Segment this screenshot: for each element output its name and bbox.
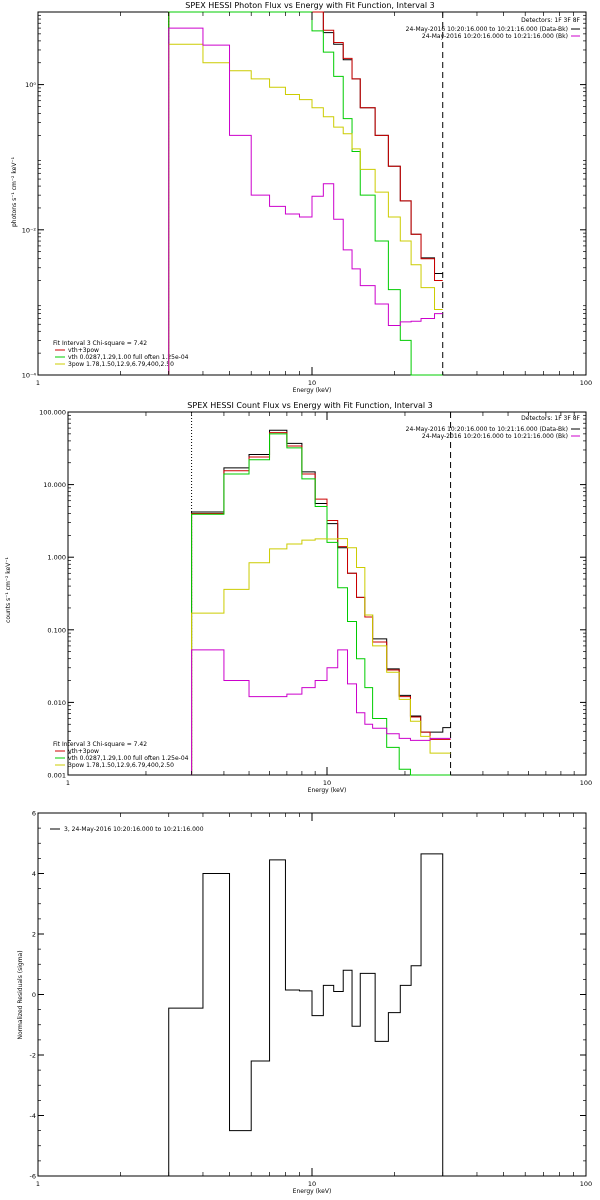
y-tick-label: 10⁻² bbox=[22, 226, 37, 234]
count-flux-plot-frame bbox=[67, 411, 587, 776]
bk-series-line bbox=[168, 27, 443, 375]
x-tick-label: 1 bbox=[66, 779, 70, 787]
photon-flux-series bbox=[168, 11, 443, 376]
x-tick-label: 100 bbox=[580, 379, 592, 387]
count-flux-x-axis: 1 10 100 bbox=[66, 412, 592, 787]
count-flux-x-label: Energy (keV) bbox=[308, 787, 347, 794]
y-tick-label: 100.000 bbox=[39, 409, 66, 417]
x-tick-label: 100 bbox=[580, 779, 592, 787]
photon-flux-fit-header: Fit Interval 3 Chi-square = 7.42 bbox=[53, 340, 147, 347]
count-flux-fit-range-lines bbox=[191, 412, 452, 775]
vth-3pow-series-line bbox=[168, 11, 443, 375]
y-tick-label: 6 bbox=[32, 810, 36, 818]
fit-legend-label: 3pow 1.78,1.50,12.9,6.79,400,2.50 bbox=[68, 361, 174, 368]
photon-flux-plot-frame bbox=[37, 11, 587, 376]
y-tick-label: 4 bbox=[32, 870, 36, 878]
photon-flux-y-axis: 10⁻⁴10⁻²10⁰10²10⁴ bbox=[22, 14, 586, 380]
legend-label: 24-May-2016 10:20:16.000 to 10:21:16.000… bbox=[422, 433, 568, 440]
count-flux-series bbox=[191, 429, 451, 776]
y-tick-label: 10⁻⁴ bbox=[22, 372, 37, 380]
y-tick-label: 2 bbox=[32, 931, 36, 939]
count-flux-detectors: Detectors: 1F 3F 8F bbox=[521, 415, 580, 422]
residuals-x-label: Energy (keV) bbox=[293, 1188, 332, 1195]
legend-label: 24-May-2016 10:20:16.000 to 10:21:16.000… bbox=[422, 33, 568, 40]
residuals-legend: 3, 24-May-2016 10:20:16.000 to 10:21:16.… bbox=[50, 826, 204, 833]
residuals-y-axis: -6 -4 -2 0 2 4 6 bbox=[30, 810, 586, 1181]
y-tick-label: 0.100 bbox=[47, 626, 66, 634]
residuals-y-label: Normalized Residuals (sigma) bbox=[17, 950, 24, 1039]
y-tick-label: -6 bbox=[30, 1173, 36, 1181]
x-tick-label: 10 bbox=[308, 379, 316, 387]
y-tick-label: 0.010 bbox=[47, 699, 66, 707]
vth-3pow-series-line bbox=[191, 432, 451, 775]
fit-legend-label: 3pow 1.78,1.50,12.9,6.79,400,2.50 bbox=[68, 762, 174, 769]
residuals-x-axis: 1 10 100 bbox=[36, 813, 592, 1188]
x-tick-label: 100 bbox=[580, 1180, 592, 1188]
x-tick-label: 10 bbox=[308, 1180, 316, 1188]
photon-flux-x-axis: 1 10 100 bbox=[36, 12, 592, 387]
bk-series-line bbox=[191, 649, 451, 775]
legend-label: 24-May-2016 10:20:16.000 to 10:21:16.000… bbox=[406, 426, 568, 433]
count-flux-y-axis: 0.001 0.010 0.100 1.000 10.000 100.000 bbox=[39, 409, 586, 780]
x-tick-label: 10 bbox=[323, 779, 331, 787]
y-tick-label: 0.001 bbox=[47, 772, 66, 780]
fit-legend-label: vth 0.0287,1.29,1.00 full often 1.25e-04 bbox=[68, 354, 189, 361]
photon-flux-detectors: Detectors: 1F 3F 8F bbox=[521, 17, 580, 24]
photon-flux-x-label: Energy (keV) bbox=[293, 387, 332, 394]
y-tick-label: 0 bbox=[32, 991, 36, 999]
count-flux-interval-legend: 24-May-2016 10:20:16.000 to 10:21:16.000… bbox=[406, 426, 580, 440]
photon-flux-fit-range-lines bbox=[168, 12, 444, 375]
3pow-series-line bbox=[191, 538, 451, 775]
legend-label: 3, 24-May-2016 10:20:16.000 to 10:21:16.… bbox=[64, 826, 204, 833]
y-tick-label: 10⁰ bbox=[25, 81, 36, 89]
residuals-series bbox=[168, 853, 444, 1176]
x-tick-label: 1 bbox=[36, 379, 40, 387]
x-tick-label: 1 bbox=[36, 1180, 40, 1188]
fit-legend-label: vth 0.0287,1.29,1.00 full often 1.25e-04 bbox=[68, 755, 189, 762]
count-flux-title: SPEX HESSI Count Flux vs Energy with Fit… bbox=[187, 401, 432, 410]
photon-flux-interval-legend: 24-May-2016 10:20:16.000 to 10:21:16.000… bbox=[406, 26, 580, 40]
legend-label: 24-May-2016 10:20:16.000 to 10:21:16.000… bbox=[406, 26, 568, 33]
vth-series-line bbox=[191, 433, 451, 776]
3pow-series-line bbox=[168, 43, 443, 375]
3-series-line bbox=[168, 853, 444, 1176]
count-flux-fit-header: Fit Interval 3 Chi-square = 7.42 bbox=[53, 741, 147, 748]
photon-flux-title: SPEX HESSI Photon Flux vs Energy with Fi… bbox=[185, 1, 435, 10]
fit-legend-label: vth+3pow bbox=[68, 748, 99, 755]
count-flux-panel: SPEX HESSI Count Flux vs Energy with Fit… bbox=[5, 401, 592, 794]
y-tick-label: -4 bbox=[30, 1112, 36, 1120]
residuals-panel: 3, 24-May-2016 10:20:16.000 to 10:21:16.… bbox=[17, 810, 592, 1196]
count-flux-y-label: counts s⁻¹ cm⁻² keV⁻¹ bbox=[5, 557, 12, 623]
fit-legend-label: vth+3pow bbox=[68, 347, 99, 354]
photon-flux-y-label: photons s⁻¹ cm⁻² keV⁻¹ bbox=[11, 156, 18, 227]
photon-flux-panel: SPEX HESSI Photon Flux vs Energy with Fi… bbox=[11, 1, 592, 394]
y-tick-label: 10.000 bbox=[43, 481, 66, 489]
vth-series-line bbox=[168, 11, 443, 376]
y-tick-label: 1.000 bbox=[47, 554, 66, 562]
data-bk-series-line bbox=[168, 11, 443, 375]
data-bk-series-line bbox=[191, 429, 451, 775]
y-tick-label: -2 bbox=[30, 1052, 36, 1060]
